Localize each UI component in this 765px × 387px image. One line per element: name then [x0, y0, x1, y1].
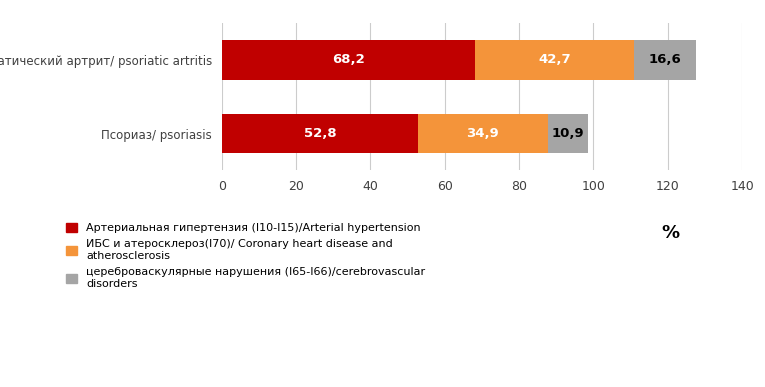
Text: 10,9: 10,9 — [552, 127, 584, 140]
Text: 52,8: 52,8 — [304, 127, 337, 140]
Bar — [418, 113, 548, 154]
Bar — [548, 113, 588, 154]
Bar — [475, 40, 634, 80]
Bar — [222, 113, 418, 154]
Text: %: % — [662, 224, 680, 242]
Bar — [634, 40, 695, 80]
Legend: Артериальная гипертензия (І10-І15)/Arterial hypertension, ИБС и атеросклероз(І70: Артериальная гипертензия (І10-І15)/Arter… — [66, 223, 425, 289]
Text: 34,9: 34,9 — [467, 127, 500, 140]
Text: 16,6: 16,6 — [649, 53, 681, 67]
Bar — [222, 40, 475, 80]
Text: 68,2: 68,2 — [332, 53, 365, 67]
Text: 42,7: 42,7 — [539, 53, 571, 67]
